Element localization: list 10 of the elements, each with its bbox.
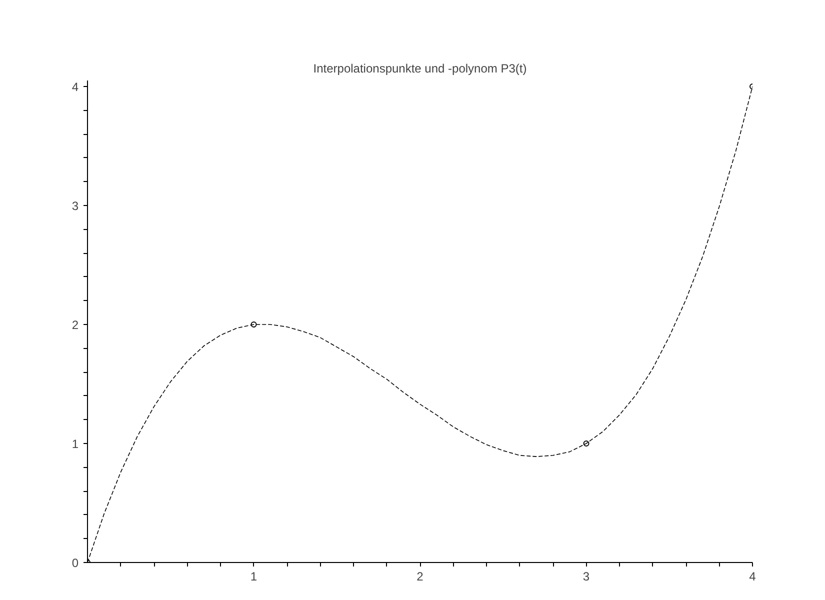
x-tick-label: 4: [749, 570, 756, 584]
x-tick-label: 1: [250, 570, 258, 584]
y-tick-label: 1: [72, 436, 79, 451]
x-tick-label: 3: [582, 570, 590, 584]
y-tick-label: 4: [72, 80, 79, 94]
x-tick-label: 2: [416, 570, 424, 584]
y-tick-label: 0: [72, 556, 79, 570]
y-tick-label: 2: [72, 318, 79, 332]
y-tick-label: 3: [72, 198, 79, 213]
chart-title: Interpolationspunkte und -polynom P3(t): [313, 62, 527, 76]
